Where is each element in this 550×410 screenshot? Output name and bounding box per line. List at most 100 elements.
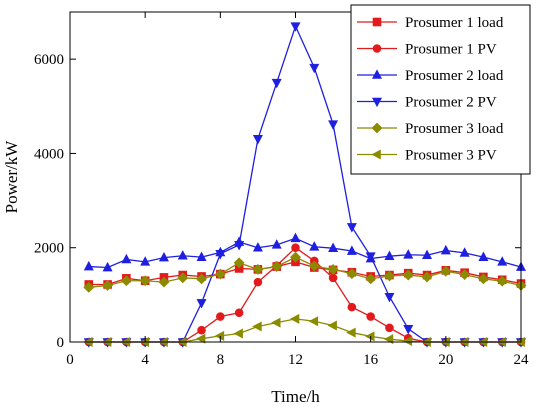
legend-item-prosumer-1-pv: Prosumer 1 PV [357, 42, 497, 58]
data-point-prosumer-3-load [252, 263, 264, 275]
data-point-prosumer-1-pv [216, 312, 225, 321]
y-tick-label: 6000 [34, 52, 64, 68]
data-point-prosumer-2-pv [403, 324, 414, 335]
data-point-prosumer-3-load [102, 280, 114, 291]
data-point-prosumer-2-load [252, 242, 263, 252]
data-point-prosumer-3-load [233, 257, 245, 269]
x-axis-title: Time/h [271, 387, 320, 406]
data-point-prosumer-2-load [403, 249, 414, 259]
data-point-prosumer-3-load [402, 269, 414, 281]
data-point-prosumer-2-load [328, 242, 339, 252]
series-prosumer-2-load [83, 232, 526, 272]
data-point-prosumer-3-load [196, 273, 207, 285]
data-point-prosumer-3-pv [214, 330, 225, 341]
legend: Prosumer 1 load Prosumer 1 PV Prosumer 2 l… [350, 4, 531, 175]
data-point-prosumer-1-pv [385, 323, 394, 333]
data-point-prosumer-3-pv [252, 321, 262, 332]
series-prosumer-3-load [83, 251, 527, 293]
data-point-prosumer-3-pv [308, 316, 319, 327]
data-point-prosumer-2-load [290, 232, 301, 243]
data-point-prosumer-2-pv [328, 120, 339, 130]
legend-label-prosumer-3-pv: Prosumer 3 PV [405, 148, 497, 164]
data-point-prosumer-2-pv [234, 241, 245, 251]
y-tick-label: 0 [57, 335, 65, 351]
data-point-prosumer-2-load [440, 244, 451, 255]
legend-label-prosumer-2-load: Prosumer 2 load [405, 68, 504, 84]
axis-ticks: 0 4 8 12 16 20 24 0 2000 4000 6000 [34, 12, 529, 368]
x-tick-label: 16 [363, 352, 379, 368]
data-point-prosumer-1-pv [328, 273, 338, 283]
legend-marker-prosumer-3-pv [371, 149, 381, 160]
data-point-prosumer-3-load [346, 268, 358, 280]
data-point-prosumer-3-load [177, 272, 189, 284]
legend-label-prosumer-3-load: Prosumer 3 load [405, 121, 504, 137]
data-point-prosumer-2-load [83, 260, 94, 271]
data-point-prosumer-3-load [384, 270, 395, 282]
data-point-prosumer-2-pv [290, 22, 301, 32]
data-point-prosumer-2-pv [384, 292, 395, 303]
data-point-prosumer-3-load [271, 261, 283, 272]
legend-marker-prosumer-2-load [372, 69, 382, 79]
data-point-prosumer-2-load [497, 256, 508, 266]
data-point-prosumer-3-pv [195, 333, 206, 344]
data-point-prosumer-2-pv [365, 252, 376, 262]
data-point-prosumer-2-load [177, 250, 188, 260]
x-tick-label: 4 [141, 352, 149, 368]
data-point-prosumer-3-load [83, 281, 95, 293]
data-point-prosumer-3-load [496, 275, 508, 287]
legend-marker-prosumer-1-load [372, 17, 382, 27]
legend-item-prosumer-3-load: Prosumer 3 load [357, 121, 504, 137]
data-point-prosumer-2-load [196, 251, 207, 261]
data-point-prosumer-3-load [440, 265, 452, 277]
data-point-prosumer-2-pv [215, 250, 226, 260]
legend-marker-prosumer-3-load [371, 122, 383, 134]
data-point-prosumer-1-pv [366, 312, 375, 321]
data-point-prosumer-3-load [290, 251, 301, 263]
data-point-prosumer-3-load [120, 275, 132, 287]
data-point-prosumer-2-pv [252, 135, 263, 145]
data-point-prosumer-1-pv [347, 302, 357, 312]
x-tick-label: 0 [66, 352, 74, 368]
legend-item-prosumer-2-load: Prosumer 2 load [357, 68, 504, 84]
legend-item-prosumer-3-pv: Prosumer 3 PV [357, 148, 497, 164]
data-point-prosumer-3-load [421, 271, 433, 283]
data-point-prosumer-2-load [478, 251, 489, 261]
x-tick-label: 8 [217, 352, 225, 368]
data-point-prosumer-2-load [158, 251, 169, 262]
data-point-prosumer-3-load [365, 273, 377, 285]
legend-item-prosumer-1-load: Prosumer 1 load [357, 15, 504, 31]
y-tick-label: 2000 [34, 241, 64, 257]
data-point-prosumer-3-pv [383, 334, 394, 345]
data-point-prosumer-3-pv [365, 331, 375, 342]
data-point-prosumer-3-pv [233, 328, 243, 339]
data-point-prosumer-3-pv [327, 320, 337, 331]
series-line-prosumer-3-pv [88, 318, 521, 343]
data-point-prosumer-2-pv [309, 63, 320, 74]
y-axis-title: Power/kW [2, 140, 21, 214]
data-point-prosumer-2-pv [271, 78, 282, 89]
data-point-prosumer-2-load [102, 261, 113, 272]
data-point-prosumer-2-load [140, 256, 151, 266]
legend-marker-prosumer-2-pv [372, 97, 382, 108]
x-tick-label: 20 [438, 352, 453, 368]
data-point-prosumer-2-load [459, 247, 470, 257]
data-point-prosumer-1-pv [234, 308, 244, 318]
y-tick-label: 4000 [34, 146, 64, 162]
data-point-prosumer-3-pv [289, 313, 300, 324]
data-point-prosumer-3-pv [402, 336, 413, 347]
data-point-prosumer-3-pv [271, 317, 281, 328]
data-point-prosumer-2-pv [196, 299, 207, 309]
data-point-prosumer-2-load [309, 241, 320, 251]
data-point-prosumer-3-load [459, 269, 471, 281]
data-point-prosumer-3-load [308, 260, 320, 272]
series-line-prosumer-2-load [88, 237, 522, 269]
data-point-prosumer-3-load [139, 275, 151, 287]
data-point-prosumer-2-load [422, 249, 433, 260]
legend-label-prosumer-2-pv: Prosumer 2 PV [405, 95, 497, 111]
data-point-prosumer-2-load [271, 239, 282, 249]
data-point-prosumer-1-pv [197, 325, 206, 335]
data-point-prosumer-2-load [346, 245, 357, 255]
legend-label-prosumer-1-pv: Prosumer 1 PV [405, 42, 497, 58]
data-point-prosumer-1-pv [291, 243, 300, 253]
